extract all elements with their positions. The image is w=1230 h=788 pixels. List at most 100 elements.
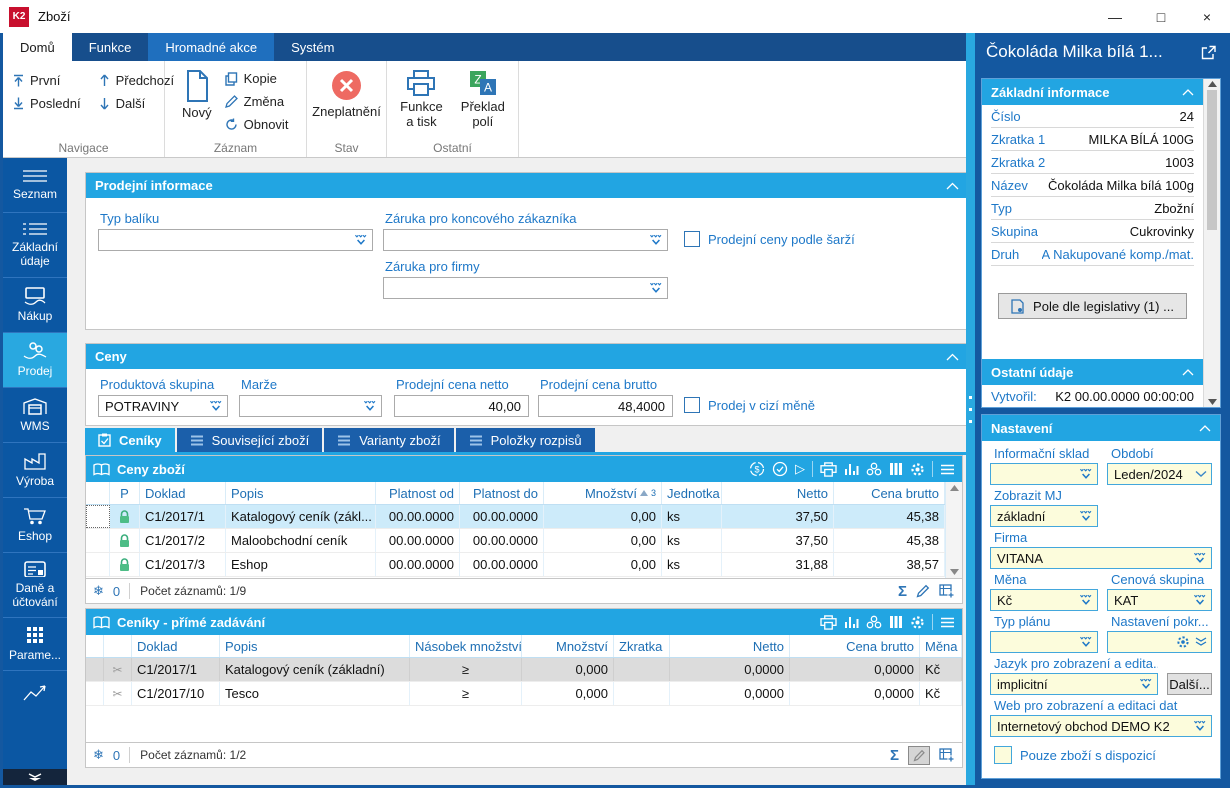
- sidebar-item-wms[interactable]: WMS: [3, 388, 67, 443]
- tab-souvisejici-zbozi[interactable]: Související zboží: [176, 428, 323, 452]
- preview-scrollbar[interactable]: [1203, 79, 1220, 407]
- collapse-chevron-icon[interactable]: [1199, 424, 1211, 432]
- novy-button[interactable]: Nový: [175, 69, 219, 122]
- collapse-chevron-icon[interactable]: [946, 353, 959, 361]
- typ-baliku-combo[interactable]: [98, 229, 373, 251]
- scroll-down-icon[interactable]: [1207, 399, 1217, 405]
- columns-icon[interactable]: [889, 462, 903, 476]
- tab-ceniky[interactable]: Ceníky: [85, 428, 175, 452]
- columns-icon[interactable]: [889, 615, 903, 629]
- add-table-icon[interactable]: [939, 747, 955, 763]
- pouze-dispozice-checkbox[interactable]: [994, 746, 1012, 764]
- typ-planu-combo[interactable]: [990, 631, 1098, 653]
- obdobi-combo[interactable]: Leden/2024: [1107, 463, 1212, 485]
- zneplatneni-button[interactable]: Zneplatnění: [305, 69, 388, 121]
- funkce-a-tisk-button[interactable]: Funkce a tisk: [393, 69, 450, 131]
- web-combo[interactable]: Internetový obchod DEMO K2: [990, 715, 1212, 737]
- panel-splitter[interactable]: [966, 33, 975, 785]
- table-row[interactable]: ✂ C1/2017/1 Katalogový ceník (základní) …: [86, 658, 962, 682]
- prodejni-cena-netto-input[interactable]: 40,00: [394, 395, 529, 417]
- kopie-button[interactable]: Kopie: [224, 71, 289, 86]
- sidebar-item-prodej[interactable]: Prodej: [3, 333, 67, 388]
- sidebar-expand-button[interactable]: [3, 769, 67, 785]
- obnovit-button[interactable]: Obnovit: [225, 117, 288, 132]
- col-doklad[interactable]: Doklad: [132, 635, 220, 657]
- row-selector-cell[interactable]: [86, 682, 104, 705]
- scroll-down-icon[interactable]: [949, 569, 959, 575]
- table-row[interactable]: C1/2017/3 Eshop 00.00.0000 00.00.0000 0,…: [86, 553, 945, 577]
- zaruka-koncovy-combo[interactable]: [383, 229, 668, 251]
- nav-dalsi-button[interactable]: Další: [99, 96, 175, 111]
- tab-funkce[interactable]: Funkce: [88, 39, 132, 55]
- collapse-chevron-icon[interactable]: [1182, 88, 1194, 96]
- sidebar-item-zakladni-udaje[interactable]: Základní údaje: [3, 213, 67, 278]
- sidebar-item-nakup[interactable]: Nákup: [3, 278, 67, 333]
- druh-link[interactable]: A Nakupované komp./mat.: [1041, 246, 1194, 262]
- nav-predchozi-button[interactable]: Předchozí: [99, 73, 174, 88]
- currency-refresh-icon[interactable]: $: [749, 461, 765, 477]
- sidebar-item-seznam[interactable]: Seznam: [3, 158, 67, 213]
- firma-combo[interactable]: VITANA: [990, 547, 1212, 569]
- row-selector-cell[interactable]: [86, 658, 104, 681]
- scroll-up-icon[interactable]: [949, 485, 959, 491]
- play-icon[interactable]: ▷: [795, 461, 805, 476]
- sidebar-item-vyroba[interactable]: Výroba: [3, 443, 67, 498]
- mena-combo[interactable]: Kč: [990, 589, 1098, 611]
- print-icon[interactable]: [820, 461, 837, 477]
- pole-dle-legislativy-button[interactable]: Pole dle legislativy (1) ...: [998, 293, 1187, 319]
- col-netto[interactable]: Netto: [722, 482, 834, 504]
- col-popis[interactable]: Popis: [226, 482, 376, 504]
- tab-domu[interactable]: Domů: [3, 33, 72, 61]
- nav-prvni-button[interactable]: První: [13, 73, 81, 88]
- collapse-chevron-icon[interactable]: [1182, 368, 1194, 376]
- scrollbar-thumb[interactable]: [1207, 90, 1217, 230]
- snowflake-icon[interactable]: ❄: [93, 583, 104, 598]
- relations-icon[interactable]: [866, 615, 882, 629]
- table-row[interactable]: ✂ C1/2017/10 Tesco ≥ 0,000 0,0000 0,0000…: [86, 682, 962, 706]
- print-icon[interactable]: [820, 614, 837, 630]
- menu-icon[interactable]: [940, 464, 955, 475]
- col-select[interactable]: [86, 482, 110, 504]
- col-platnost-od[interactable]: Platnost od: [376, 482, 460, 504]
- cenova-skupina-combo[interactable]: KAT: [1107, 589, 1212, 611]
- sidebar-item-statistiky[interactable]: [3, 671, 67, 719]
- edit-pencil-pressed-button[interactable]: [908, 745, 930, 765]
- col-netto[interactable]: Netto: [670, 635, 790, 657]
- menu-icon[interactable]: [940, 617, 955, 628]
- relations-icon[interactable]: [866, 462, 882, 476]
- prodejni-ceny-sarze-checkbox[interactable]: [684, 231, 700, 247]
- chart-icon[interactable]: [844, 615, 859, 629]
- open-external-icon[interactable]: [1201, 45, 1216, 60]
- produktova-skupina-combo[interactable]: POTRAVINY: [98, 395, 228, 417]
- sum-icon[interactable]: Σ: [897, 582, 907, 600]
- tab-system[interactable]: Systém: [291, 39, 335, 55]
- sidebar-item-eshop[interactable]: Eshop: [3, 498, 67, 553]
- sidebar-item-parametry[interactable]: Parame...: [3, 618, 67, 671]
- col-mnozstvi[interactable]: Množství 3: [544, 482, 662, 504]
- col-cena-brutto[interactable]: Cena brutto: [834, 482, 945, 504]
- zobrazit-mj-combo[interactable]: základní: [990, 505, 1098, 527]
- tab-varianty-zbozi[interactable]: Varianty zboží: [324, 428, 454, 452]
- tab-hromadne-akce[interactable]: Hromadné akce: [148, 33, 275, 61]
- collapse-chevron-icon[interactable]: [946, 182, 959, 190]
- col-zkratka[interactable]: Zkratka: [614, 635, 670, 657]
- table-scrollbar[interactable]: [945, 482, 962, 578]
- row-selector-cell[interactable]: [86, 505, 110, 528]
- zaruka-firmy-combo[interactable]: [383, 277, 668, 299]
- informacni-sklad-combo[interactable]: [990, 463, 1098, 485]
- scroll-up-icon[interactable]: [1207, 81, 1217, 87]
- chart-icon[interactable]: [844, 462, 859, 476]
- minimize-button[interactable]: —: [1108, 8, 1122, 25]
- col-jednotka[interactable]: Jednotka: [662, 482, 722, 504]
- sum-icon[interactable]: Σ: [889, 746, 899, 764]
- prodej-cizi-mena-checkbox[interactable]: [684, 397, 700, 413]
- col-state[interactable]: [104, 635, 132, 657]
- col-doklad[interactable]: Doklad: [140, 482, 226, 504]
- col-cena-brutto[interactable]: Cena brutto: [790, 635, 920, 657]
- settings-gear-icon[interactable]: [910, 615, 925, 630]
- table-row[interactable]: C1/2017/2 Maloobchodní ceník 00.00.0000 …: [86, 529, 945, 553]
- jazyk-combo[interactable]: implicitní: [990, 673, 1158, 695]
- col-select[interactable]: [86, 635, 104, 657]
- maximize-button[interactable]: □: [1156, 8, 1166, 25]
